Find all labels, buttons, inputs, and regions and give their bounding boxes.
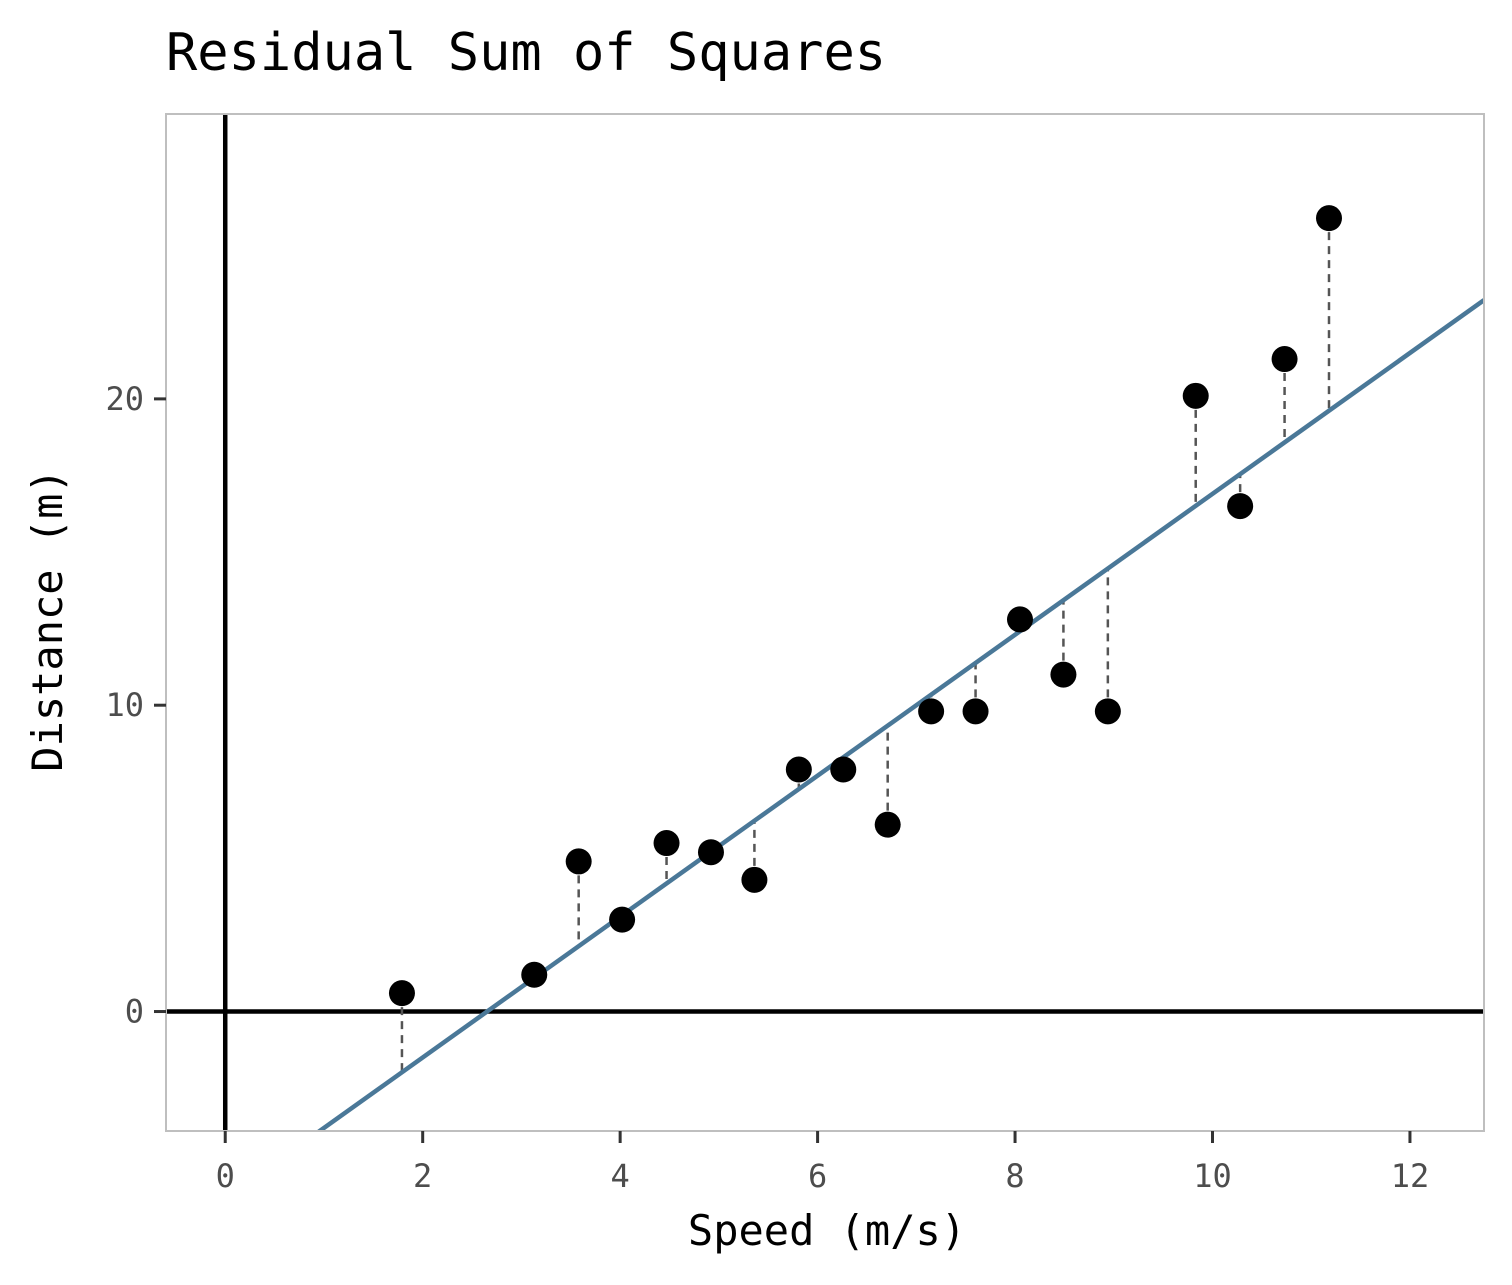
data-point xyxy=(874,811,901,838)
data-point xyxy=(830,756,857,783)
data-point xyxy=(1271,346,1298,373)
data-point xyxy=(962,698,989,725)
data-point xyxy=(565,848,592,875)
data-point xyxy=(1182,382,1209,409)
data-point xyxy=(785,756,812,783)
y-tick-label: 0 xyxy=(125,993,144,1031)
data-point xyxy=(741,866,768,893)
data-point xyxy=(1006,606,1033,633)
y-tick-label: 10 xyxy=(105,686,144,724)
x-tick-label: 0 xyxy=(216,1157,235,1195)
chart-title: Residual Sum of Squares xyxy=(166,23,886,83)
data-point xyxy=(1315,205,1342,232)
plot-area xyxy=(166,114,1484,1131)
axes: 0 2 4 6 8 10 12 0 10 20 xyxy=(105,113,1485,1195)
x-tick-label: 6 xyxy=(808,1157,827,1195)
data-point xyxy=(1227,493,1254,520)
data-point xyxy=(1050,661,1077,688)
x-tick-label: 8 xyxy=(1005,1157,1024,1195)
data-point xyxy=(653,830,680,857)
data-point xyxy=(521,961,548,988)
x-tick-label: 4 xyxy=(611,1157,630,1195)
data-point xyxy=(1094,698,1121,725)
y-tick-label: 20 xyxy=(105,380,144,418)
fit-line xyxy=(315,298,1484,1131)
x-axis-title: Speed (m/s) xyxy=(688,1206,966,1255)
panel-border xyxy=(165,113,1485,1132)
x-tick-label: 10 xyxy=(1193,1157,1232,1195)
x-tick-label: 2 xyxy=(413,1157,432,1195)
data-point xyxy=(918,698,945,725)
x-tick-label: 12 xyxy=(1391,1157,1430,1195)
data-point xyxy=(609,906,636,933)
data-point xyxy=(388,980,415,1007)
y-axis-title: Distance (m) xyxy=(23,468,72,771)
data-point xyxy=(697,839,724,866)
